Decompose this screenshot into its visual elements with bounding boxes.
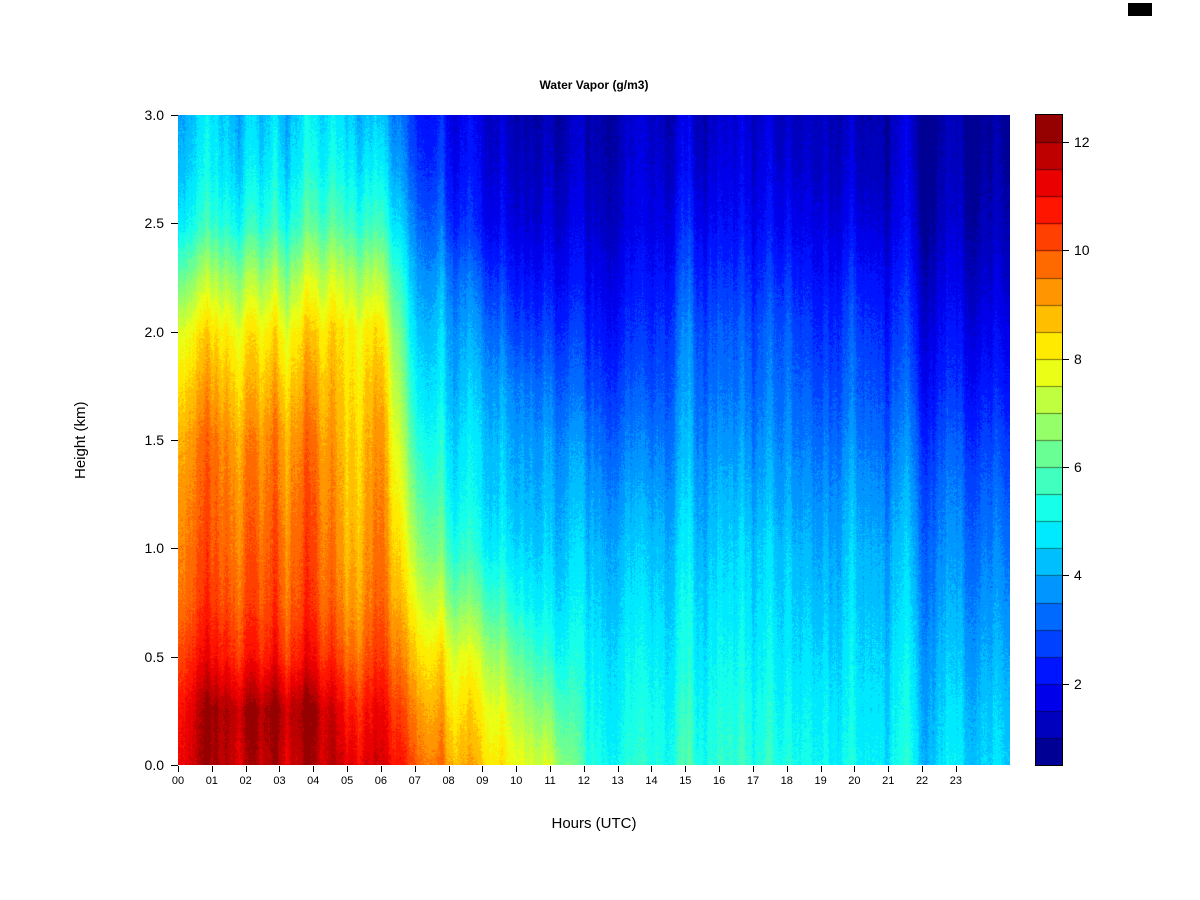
x-tick-label: 04 bbox=[307, 775, 320, 787]
x-tick-mark bbox=[414, 766, 416, 772]
x-tick-label: 21 bbox=[882, 775, 895, 787]
x-tick-label: 23 bbox=[949, 775, 962, 787]
x-tick-label: 20 bbox=[848, 775, 861, 787]
y-tick-mark bbox=[171, 765, 178, 766]
colorbar-tick-mark bbox=[1063, 250, 1069, 252]
colorbar-tick-mark bbox=[1063, 575, 1069, 577]
x-tick-mark bbox=[617, 766, 619, 772]
y-tick-mark bbox=[171, 440, 178, 441]
y-tick-mark bbox=[171, 115, 178, 116]
y-tick-mark bbox=[171, 223, 178, 225]
x-tick-label: 19 bbox=[814, 775, 827, 787]
y-tick-label: 2.0 bbox=[144, 323, 164, 340]
heatmap-canvas bbox=[178, 115, 1010, 765]
x-tick-label: 05 bbox=[340, 775, 354, 787]
y-tick-label: 0.5 bbox=[144, 648, 164, 665]
colorbar-tick-mark bbox=[1063, 683, 1069, 685]
y-tick-label: 1.5 bbox=[144, 432, 164, 448]
x-tick-mark bbox=[854, 766, 856, 772]
x-tick-mark bbox=[380, 766, 382, 772]
y-axis-label: Height (km) bbox=[72, 401, 89, 479]
colorbar-tick-mark bbox=[1063, 142, 1069, 144]
x-tick-label: 13 bbox=[611, 775, 624, 787]
x-tick-label: 08 bbox=[442, 775, 455, 787]
y-tick-mark bbox=[171, 331, 178, 333]
colorbar-tick-label: 4 bbox=[1074, 567, 1082, 584]
x-tick-mark bbox=[685, 766, 687, 772]
x-tick-label: 09 bbox=[476, 775, 489, 787]
y-tick-mark bbox=[171, 548, 178, 550]
x-tick-label: 18 bbox=[780, 775, 793, 787]
y-tick-label: 3.0 bbox=[144, 107, 164, 123]
x-tick-mark bbox=[820, 766, 822, 772]
colorbar-tick-label: 12 bbox=[1074, 134, 1090, 151]
x-tick-label: 11 bbox=[544, 775, 556, 787]
x-tick-mark bbox=[651, 766, 653, 772]
colorbar-tick-mark bbox=[1063, 358, 1069, 360]
x-tick-mark bbox=[211, 766, 213, 772]
x-tick-label: 03 bbox=[273, 775, 286, 787]
x-tick-mark bbox=[448, 766, 450, 772]
x-tick-label: 02 bbox=[239, 775, 252, 787]
x-tick-mark bbox=[922, 766, 924, 772]
x-tick-mark bbox=[516, 766, 518, 772]
y-tick-label: 0.0 bbox=[144, 757, 164, 773]
x-tick-mark bbox=[719, 766, 721, 772]
x-tick-label: 22 bbox=[915, 775, 929, 787]
colorbar-tick-mark bbox=[1063, 467, 1069, 469]
x-tick-label: 14 bbox=[645, 775, 658, 787]
colorbar-tick-label: 2 bbox=[1074, 675, 1082, 692]
x-tick-mark bbox=[313, 766, 315, 772]
y-tick-mark bbox=[171, 656, 178, 658]
x-tick-label: 10 bbox=[510, 775, 523, 787]
corner-artifact bbox=[1128, 3, 1152, 16]
x-tick-label: 06 bbox=[374, 775, 388, 787]
x-tick-mark bbox=[245, 766, 247, 772]
x-tick-label: 12 bbox=[577, 775, 590, 787]
x-tick-label: 15 bbox=[679, 775, 692, 787]
x-tick-mark bbox=[347, 766, 349, 772]
x-tick-mark bbox=[888, 766, 890, 772]
colorbar-canvas bbox=[1035, 114, 1063, 766]
x-tick-label: 17 bbox=[746, 775, 760, 787]
x-tick-mark bbox=[752, 766, 754, 772]
x-tick-label: 00 bbox=[171, 775, 185, 787]
x-tick-mark bbox=[550, 766, 552, 772]
x-tick-mark bbox=[786, 766, 788, 772]
x-tick-mark bbox=[955, 766, 957, 772]
x-tick-mark bbox=[482, 766, 484, 772]
colorbar-tick-label: 8 bbox=[1074, 350, 1082, 367]
y-tick-label: 1.0 bbox=[144, 540, 164, 557]
x-tick-label: 16 bbox=[713, 775, 726, 787]
x-axis-label: Hours (UTC) bbox=[551, 815, 637, 832]
x-tick-mark bbox=[279, 766, 281, 772]
x-tick-mark bbox=[583, 766, 585, 772]
x-tick-label: 07 bbox=[408, 775, 421, 787]
colorbar-tick-label: 6 bbox=[1074, 459, 1082, 476]
colorbar-tick-label: 10 bbox=[1074, 242, 1090, 259]
x-tick-label: 01 bbox=[205, 775, 218, 787]
y-tick-label: 2.5 bbox=[144, 215, 164, 232]
chart-title: Water Vapor (g/m3) bbox=[539, 78, 649, 92]
x-tick-mark bbox=[178, 766, 179, 772]
